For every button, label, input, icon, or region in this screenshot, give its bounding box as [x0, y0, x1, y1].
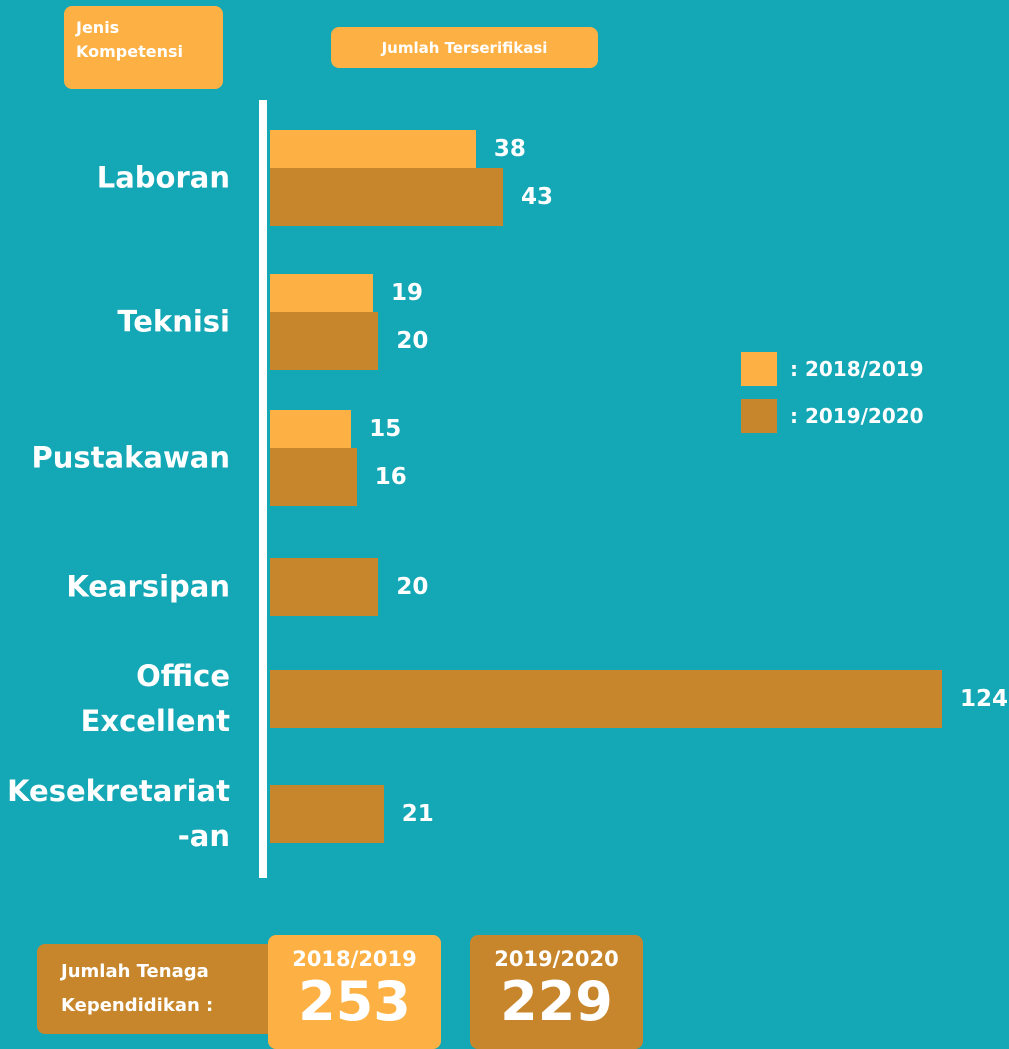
value-label: 38	[493, 136, 526, 162]
total-box: 2018/2019 253	[268, 935, 441, 1049]
value-label: 43	[521, 184, 554, 210]
value-label: 16	[374, 464, 407, 490]
legend-label: : 2018/2019	[790, 357, 924, 381]
bar	[270, 410, 352, 448]
totals-label: Jumlah Tenaga Kependidikan :	[61, 961, 214, 1016]
category-header-text: Jenis Kompetensi	[76, 18, 183, 61]
bar	[270, 312, 379, 370]
total-value: 253	[298, 970, 411, 1033]
value-label: 124	[960, 686, 1009, 712]
total-value: 229	[500, 970, 613, 1033]
bar	[270, 168, 504, 226]
value-label: 20	[396, 574, 429, 600]
category-label: Teknisi	[117, 304, 230, 339]
bar	[270, 274, 373, 312]
bar	[270, 670, 942, 728]
category-label: Pustakawan	[31, 440, 230, 475]
category-label: Kearsipan	[66, 569, 230, 604]
category-label: Laboran	[96, 160, 230, 195]
legend-label: : 2019/2020	[790, 404, 924, 428]
total-period: 2019/2020	[494, 947, 619, 971]
value-header-text: Jumlah Terserifikasi	[381, 38, 548, 57]
value-header: Jumlah Terserifikasi	[331, 27, 598, 68]
legend-swatch	[741, 399, 777, 433]
axis-line	[259, 100, 267, 878]
bar	[270, 448, 357, 506]
category-header: Jenis Kompetensi	[64, 6, 223, 89]
category-label: Kesekretariat -an	[7, 774, 230, 853]
value-label: 20	[396, 328, 429, 354]
bar	[270, 558, 379, 616]
legend-swatch	[741, 352, 777, 386]
value-label: 19	[390, 280, 423, 306]
totals-label-box: Jumlah Tenaga Kependidikan :	[37, 944, 300, 1034]
total-period: 2018/2019	[292, 947, 417, 971]
value-label: 21	[401, 801, 434, 827]
total-box: 2019/2020 229	[470, 935, 643, 1049]
bar	[270, 785, 384, 843]
bar	[270, 130, 476, 168]
category-label: Office Excellent	[80, 659, 230, 738]
value-label: 15	[369, 416, 402, 442]
